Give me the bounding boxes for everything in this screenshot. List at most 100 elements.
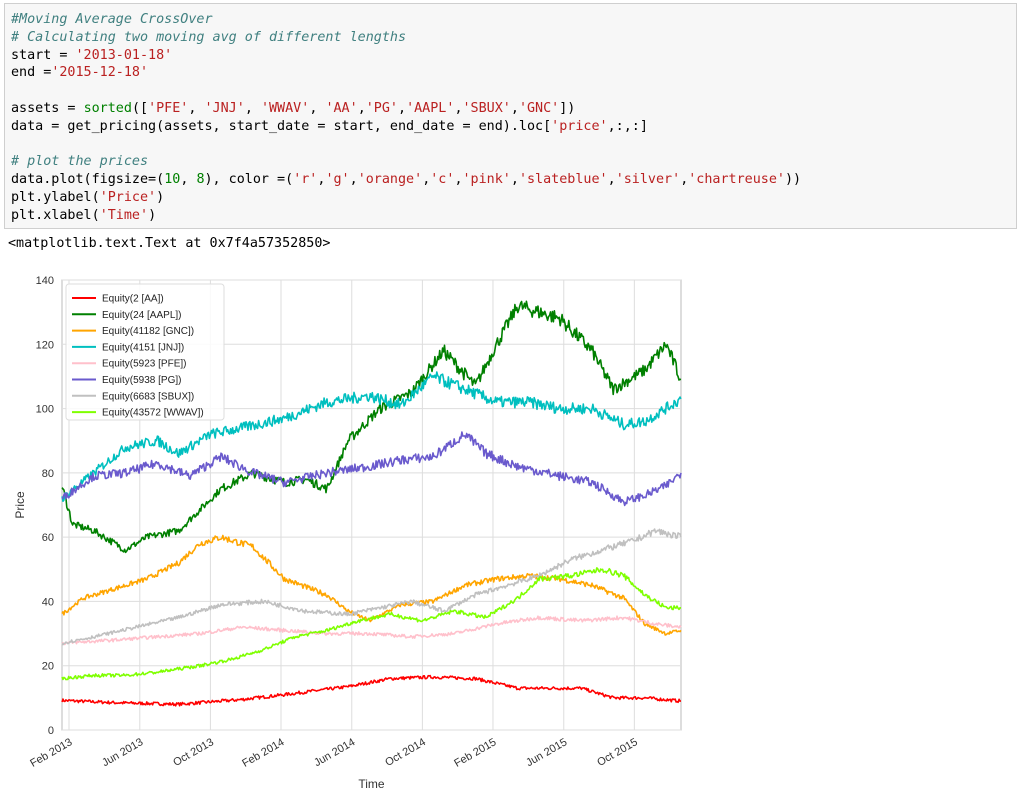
code-line: start = '2013-01-18' [11, 47, 801, 65]
series-line-2 [61, 534, 682, 636]
code-token: , [422, 172, 431, 188]
y-tick-label: 40 [42, 596, 54, 608]
code-line: data.plot(figsize=(10, 8), color =('r','… [11, 171, 801, 189]
code-token: , [309, 100, 326, 116]
code-token: 'price' [551, 118, 608, 134]
code-token: , [454, 172, 463, 188]
y-tick-label: 60 [42, 532, 54, 544]
code-line: plt.xlabel('Time') [11, 207, 801, 225]
code-editor[interactable]: #Moving Average CrossOver # Calculating t… [11, 11, 801, 225]
legend-box [65, 283, 225, 421]
code-token: , [244, 100, 261, 116]
y-tick-label: 0 [48, 725, 54, 737]
series-line-7 [61, 567, 682, 681]
code-token: ,:,:] [607, 118, 648, 134]
code-token: sorted [83, 100, 132, 116]
code-token: , [180, 172, 197, 188]
x-tick-label: Oct 2014 [383, 736, 428, 769]
code-token: 'Time' [99, 207, 149, 223]
x-tick-label: Jun 2014 [312, 736, 357, 769]
code-token: ), color =( [204, 172, 294, 188]
code-line: # Calculating two moving avg of differen… [11, 29, 801, 47]
code-line: end ='2015-12-18' [11, 64, 801, 82]
code-token: , [454, 100, 463, 116]
code-token: plt.ylabel( [11, 189, 100, 205]
code-token: 'silver' [615, 172, 681, 188]
series-line-0 [61, 674, 681, 707]
code-token: 'WWAV' [260, 100, 310, 116]
code-token: data = get_pricing(assets, start_date = … [11, 118, 552, 134]
series-line-1 [61, 300, 682, 554]
code-cell[interactable]: #Moving Average CrossOver # Calculating t… [4, 3, 1017, 229]
code-token: ]) [559, 100, 576, 116]
x-tick-label: Feb 2013 [28, 736, 74, 770]
x-tick-label: Oct 2015 [595, 736, 640, 769]
cell-output-text: <matplotlib.text.Text at 0x7f4a57352850> [8, 236, 331, 251]
legend: Equity(2 [AA]) Equity(24 [AAPL]) Equity(41… [65, 283, 225, 421]
legend-label: Equity(2 [AA]) [102, 294, 164, 305]
code-token: , [398, 100, 407, 116]
x-tick-label: Jun 2013 [100, 736, 145, 769]
legend-label: Equity(41182 [GNC]) [102, 326, 194, 337]
code-token: )) [785, 172, 802, 188]
y-tick-label: 20 [42, 661, 54, 673]
code-line: # plot the prices [11, 153, 801, 171]
legend-label: Equity(5938 [PG]) [102, 375, 181, 386]
code-token: 'Price' [99, 189, 157, 205]
x-tick-label: Jun 2015 [524, 736, 569, 769]
x-axis-label: Time [358, 777, 385, 791]
series-line-5 [61, 431, 682, 507]
code-token: # plot the prices [11, 154, 149, 170]
code-token: , [607, 172, 616, 188]
code-token: 'orange' [357, 172, 423, 188]
y-axis-label: Price [13, 491, 27, 519]
code-token: assets = [11, 100, 84, 116]
code-token: ) [156, 189, 165, 205]
code-token: # Calculating two moving avg of differen… [11, 29, 407, 45]
code-token: , [188, 100, 205, 116]
code-line: assets = sorted(['PFE', 'JNJ', 'WWAV', '… [11, 100, 801, 118]
code-token: 'PFE' [148, 100, 189, 116]
series-line-4 [61, 615, 682, 646]
legend-label: Equity(5923 [PFE]) [102, 359, 186, 370]
code-token: 'g' [325, 172, 350, 188]
y-tick-label: 100 [36, 404, 54, 416]
code-token: ([ [131, 100, 149, 116]
code-token: '2013-01-18' [75, 47, 173, 63]
legend-label: Equity(24 [AAPL]) [102, 310, 181, 321]
legend-label: Equity(4151 [JNJ]) [102, 342, 184, 353]
code-token: , [317, 172, 326, 188]
code-token: plt.xlabel( [11, 207, 100, 223]
code-token: 'GNC' [518, 100, 560, 116]
code-token: 8 [196, 172, 205, 188]
code-token: data.plot(figsize=( [11, 172, 165, 188]
code-token: 'AAPL' [406, 100, 455, 116]
y-tick-label: 140 [36, 275, 54, 287]
code-token: 'pink' [462, 172, 511, 188]
code-token: ) [148, 207, 157, 223]
legend-label: Equity(43572 [WWAV]) [102, 408, 204, 419]
code-token: 'JNJ' [204, 100, 245, 116]
code-token: 'chartreuse' [688, 172, 785, 188]
code-line: ​ [11, 136, 801, 154]
code-token: 'AA' [325, 100, 358, 116]
series-line-3 [61, 371, 682, 502]
x-tick-label: Oct 2013 [171, 736, 216, 769]
y-tick-label: 80 [42, 468, 54, 480]
code-line: #Moving Average CrossOver [11, 11, 801, 29]
x-tick-label: Feb 2014 [240, 736, 286, 770]
code-token: start = [11, 47, 76, 63]
code-token: , [357, 100, 366, 116]
price-line-chart: 0 20 40 60 80 100 120 140 Feb 2013 Jun 2013 Oct 20… [13, 275, 682, 791]
code-token: 10 [164, 172, 181, 188]
code-line: ​ [11, 82, 801, 100]
code-token: 'c' [430, 172, 455, 188]
code-token: '2015-12-18' [51, 65, 149, 81]
code-line: plt.ylabel('Price') [11, 189, 801, 207]
x-tick-label: Feb 2015 [452, 736, 498, 770]
code-token: , [510, 172, 519, 188]
code-token: 'PG' [365, 100, 398, 116]
code-token: 'SBUX' [462, 100, 511, 116]
code-token: end = [11, 65, 52, 81]
code-token: , [510, 100, 519, 116]
